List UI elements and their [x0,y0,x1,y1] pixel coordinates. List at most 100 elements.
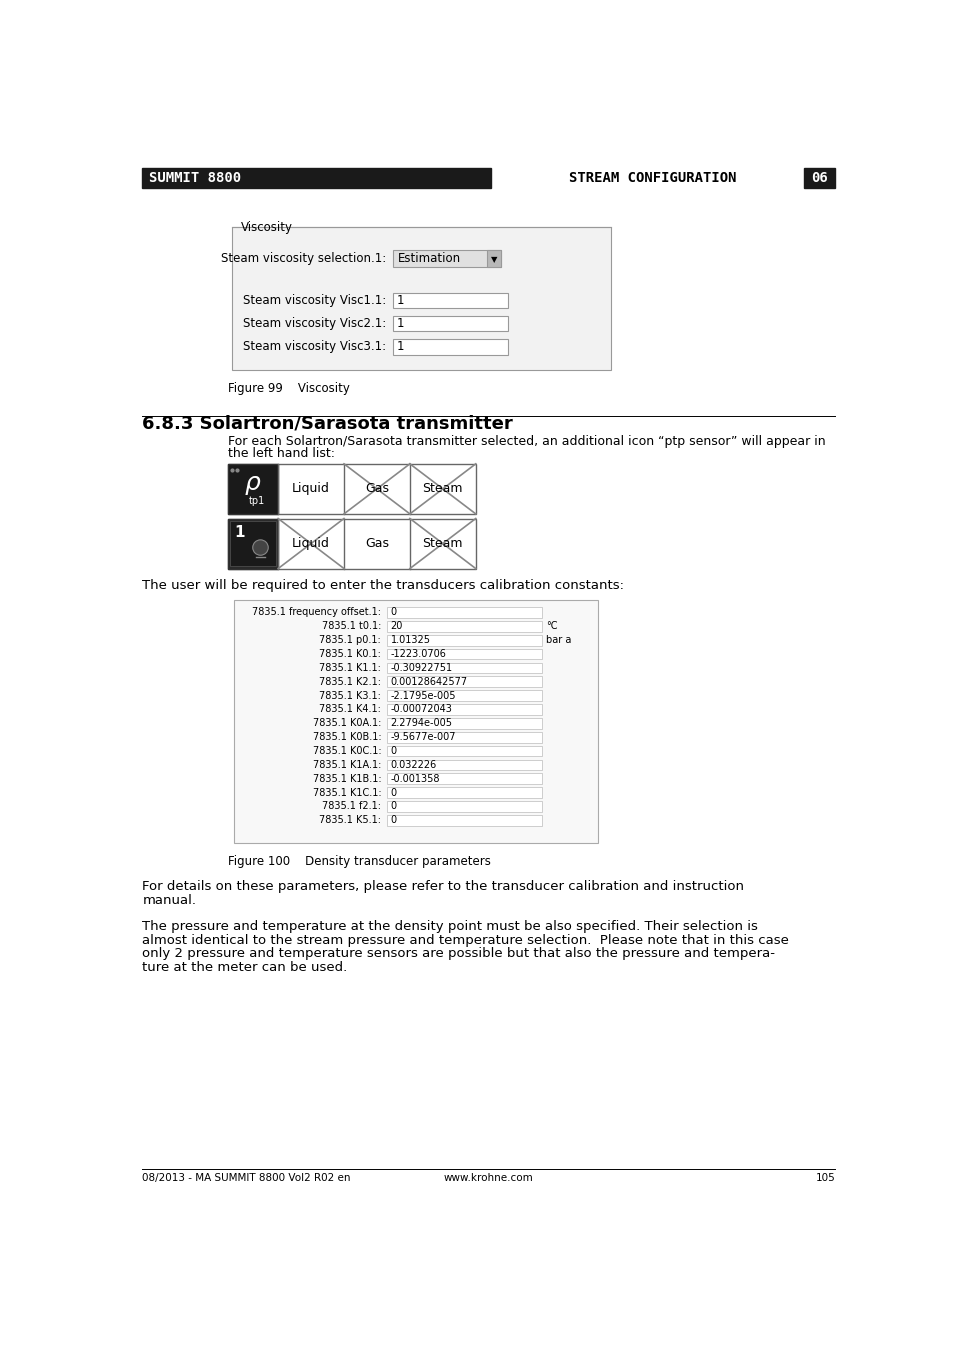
Text: 0.00128642577: 0.00128642577 [390,676,467,687]
Text: Steam: Steam [422,482,462,495]
Text: 7835.1 K5.1:: 7835.1 K5.1: [319,815,381,825]
Bar [387,718,542,729]
Bar [233,601,598,844]
Text: Gas: Gas [365,537,389,549]
Text: Steam viscosity Visc2.1:: Steam viscosity Visc2.1: [243,317,386,331]
Text: 7835.1 K0A.1:: 7835.1 K0A.1: [313,718,381,729]
Text: 7835.1 K1C.1:: 7835.1 K1C.1: [313,787,381,798]
Text: 08/2013 - MA SUMMIT 8800 Vol2 R02 en: 08/2013 - MA SUMMIT 8800 Vol2 R02 en [142,1173,351,1184]
Text: Liquid: Liquid [292,537,330,549]
Text: 06: 06 [811,171,827,185]
Bar [230,521,275,566]
Text: manual.: manual. [142,894,196,906]
Text: 7835.1 K0C.1:: 7835.1 K0C.1: [313,747,381,756]
Bar [387,634,542,645]
Text: 105: 105 [815,1173,835,1184]
Bar [387,676,542,687]
Text: 7835.1 K4.1:: 7835.1 K4.1: [319,705,381,714]
Text: 1: 1 [396,294,404,306]
Bar [387,663,542,674]
Text: -1223.0706: -1223.0706 [390,649,446,659]
Bar [228,518,476,568]
Bar [387,690,542,701]
Text: 7835.1 K2.1:: 7835.1 K2.1: [319,676,381,687]
Bar [228,464,476,514]
Text: 2.2794e-005: 2.2794e-005 [390,718,452,729]
Text: tp1: tp1 [249,497,265,506]
Bar [387,732,542,742]
Text: 1: 1 [396,317,404,331]
Text: 1.01325: 1.01325 [390,634,430,645]
Text: -0.001358: -0.001358 [390,774,439,784]
Text: 7835.1 K1.1:: 7835.1 K1.1: [319,663,381,672]
Bar [387,815,542,826]
Bar [387,608,542,618]
Text: 7835.1 K3.1:: 7835.1 K3.1: [319,691,381,701]
Bar [393,339,507,355]
Text: Viscosity: Viscosity [241,221,293,234]
Text: -2.1795e-005: -2.1795e-005 [390,691,456,701]
Text: For details on these parameters, please refer to the transducer calibration and : For details on these parameters, please … [142,880,743,892]
Text: 7835.1 frequency offset.1:: 7835.1 frequency offset.1: [252,608,381,617]
Bar [387,621,542,632]
Text: the left hand list:: the left hand list: [228,447,335,460]
Text: 20: 20 [390,621,402,632]
Bar [228,518,278,568]
Text: SUMMIT 8800: SUMMIT 8800 [149,171,240,185]
Text: Steam: Steam [422,537,462,549]
Text: -9.5677e-007: -9.5677e-007 [390,732,456,742]
Text: 1: 1 [233,525,244,540]
Text: -0.00072043: -0.00072043 [390,705,452,714]
Text: 7835.1 K0B.1:: 7835.1 K0B.1: [313,732,381,742]
Text: Steam viscosity Visc3.1:: Steam viscosity Visc3.1: [243,340,386,354]
Text: 0: 0 [390,815,396,825]
Bar [387,774,542,784]
Bar [142,169,491,188]
Text: almost identical to the stream pressure and temperature selection.  Please note : almost identical to the stream pressure … [142,934,788,946]
Text: °C: °C [546,621,558,632]
Text: 0.032226: 0.032226 [390,760,436,770]
Text: 7835.1 t0.1:: 7835.1 t0.1: [321,621,381,632]
Text: -0.30922751: -0.30922751 [390,663,452,672]
Text: www.krohne.com: www.krohne.com [443,1173,534,1184]
Text: Steam viscosity selection.1:: Steam viscosity selection.1: [221,251,386,265]
Text: The pressure and temperature at the density point must be also specified. Their : The pressure and temperature at the dens… [142,919,758,933]
Bar [393,250,500,267]
Text: Estimation: Estimation [397,251,460,265]
Text: ρ: ρ [245,471,260,495]
Bar [387,745,542,756]
Text: 7835.1 K1B.1:: 7835.1 K1B.1: [313,774,381,784]
Text: ▼: ▼ [491,255,497,263]
Bar [487,250,500,267]
Bar [228,464,278,514]
Text: Liquid: Liquid [292,482,330,495]
Bar [393,293,507,308]
Bar [387,801,542,811]
Text: The user will be required to enter the transducers calibration constants:: The user will be required to enter the t… [142,579,624,591]
Text: 0: 0 [390,608,396,617]
Text: 1: 1 [396,340,404,354]
Text: 7835.1 p0.1:: 7835.1 p0.1: [319,634,381,645]
Text: Figure 100    Density transducer parameters: Figure 100 Density transducer parameters [228,855,490,868]
Bar [232,227,611,370]
Text: For each Solartron/Sarasota transmitter selected, an additional icon “ptp sensor: For each Solartron/Sarasota transmitter … [228,435,824,448]
Text: 0: 0 [390,787,396,798]
Bar [387,705,542,716]
Text: Gas: Gas [365,482,389,495]
Bar [387,787,542,798]
Text: Figure 99    Viscosity: Figure 99 Viscosity [228,382,349,396]
Bar [393,316,507,331]
Text: Steam viscosity Visc1.1:: Steam viscosity Visc1.1: [243,294,386,306]
Text: STREAM CONFIGURATION: STREAM CONFIGURATION [568,171,736,185]
Circle shape [253,540,268,555]
Bar [387,760,542,771]
Text: 0: 0 [390,802,396,811]
Text: 0: 0 [390,747,396,756]
Text: 7835.1 K1A.1:: 7835.1 K1A.1: [313,760,381,770]
Bar [803,169,835,188]
Text: 7835.1 f2.1:: 7835.1 f2.1: [322,802,381,811]
Bar [387,648,542,659]
Text: 7835.1 K0.1:: 7835.1 K0.1: [319,649,381,659]
Text: bar a: bar a [546,634,571,645]
Text: ture at the meter can be used.: ture at the meter can be used. [142,961,348,975]
